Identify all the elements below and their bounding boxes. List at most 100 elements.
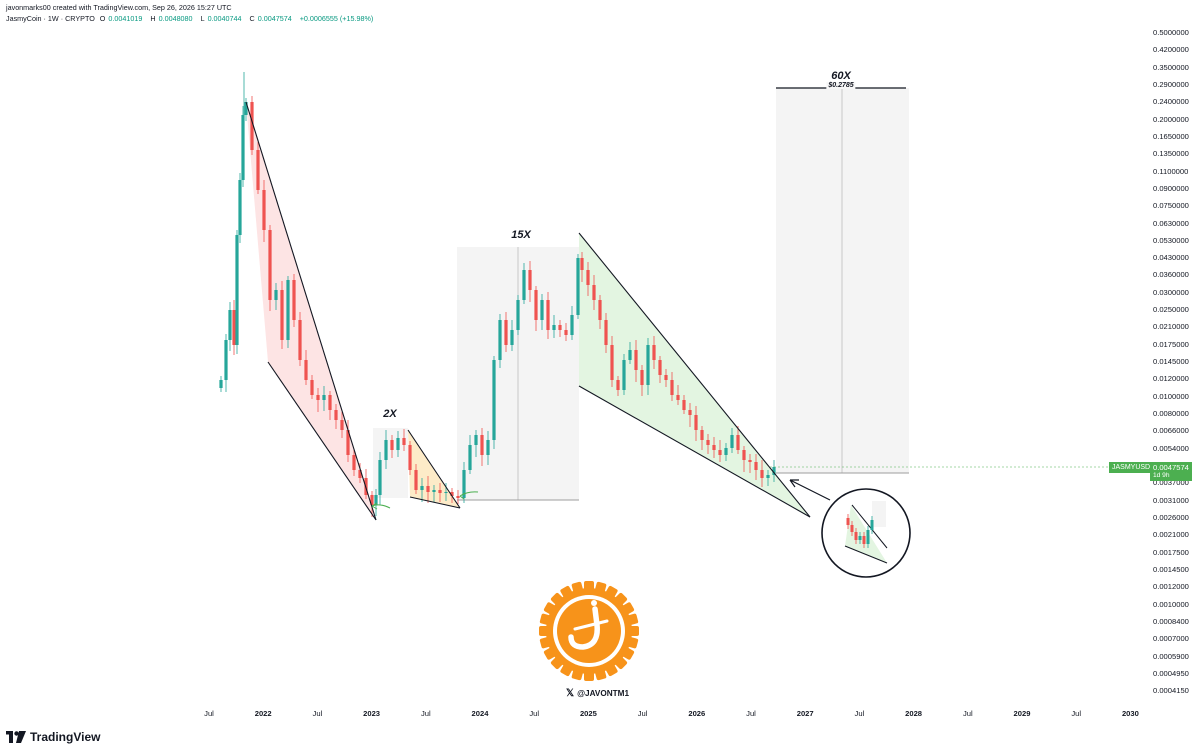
- price-tick-label: 0.1650000: [1153, 131, 1189, 141]
- candle-body: [528, 270, 532, 290]
- candle-body: [676, 395, 680, 400]
- zoom-lower-line: [844, 545, 888, 564]
- candle-body: [346, 430, 350, 455]
- time-tick-label: Jul: [312, 709, 323, 718]
- price-tick-label: 0.3500000: [1153, 62, 1189, 72]
- time-tick-label: 2023: [363, 709, 381, 718]
- candle-body: [390, 440, 394, 450]
- price-tick-label: 0.0080000: [1153, 409, 1189, 419]
- candle-body: [241, 115, 245, 180]
- candle-body: [292, 280, 296, 320]
- candle-body: [468, 445, 472, 470]
- candle-body: [658, 360, 662, 375]
- ohlc-row: JasmyCoin · 1W · CRYPTO O 0.0041019 H 0.00…: [6, 13, 376, 24]
- zoom-inset: [821, 488, 911, 578]
- zoom-wedge-zone: [845, 505, 887, 563]
- candle-body: [742, 450, 746, 460]
- candle-body: [570, 315, 574, 335]
- wedge-1-lower: [267, 361, 377, 521]
- time-tick-label: 2026: [688, 709, 706, 718]
- candle-body: [586, 270, 590, 285]
- candle-body: [235, 235, 239, 345]
- current-price-value: 0.0047574: [1153, 463, 1189, 472]
- candle-body: [564, 330, 568, 335]
- candle-body: [540, 300, 544, 320]
- candle-body: [328, 395, 332, 410]
- candle-body: [492, 360, 496, 440]
- zoom-candle-body: [870, 520, 874, 530]
- candle-body: [516, 300, 520, 330]
- candle-body: [322, 395, 326, 400]
- zoom-box: [872, 501, 886, 527]
- time-tick-label: Jul: [962, 709, 973, 718]
- logo-core: [557, 599, 621, 663]
- candle-body: [402, 438, 406, 445]
- candle-body: [256, 150, 260, 190]
- candle-body: [480, 435, 484, 455]
- green-arrow-2: [459, 491, 479, 500]
- candle-body: [748, 460, 752, 462]
- candle-body: [694, 415, 698, 430]
- candle-body: [334, 410, 338, 420]
- candle-body: [244, 102, 248, 115]
- candle-body: [268, 230, 272, 300]
- social-handle: @JAVONTM1: [577, 689, 630, 698]
- candle-body: [576, 258, 580, 315]
- time-tick-label: 2030: [1121, 709, 1139, 718]
- close-label: C: [249, 14, 255, 23]
- price-tick-label: 0.0630000: [1153, 218, 1189, 228]
- label-60x: 60X: [831, 70, 851, 82]
- price-tick-label: 0.0900000: [1153, 183, 1189, 193]
- price-tick-label: 0.0037000: [1153, 478, 1189, 488]
- price-tick-label: 0.0250000: [1153, 305, 1189, 315]
- zoom-upper-line: [851, 504, 888, 549]
- candle-body: [766, 475, 770, 478]
- candle-body: [724, 448, 728, 455]
- candle-body: [219, 380, 223, 388]
- price-tick-label: 0.5000000: [1153, 28, 1189, 37]
- symbol-title[interactable]: JasmyCoin · 1W · CRYPTO: [6, 14, 95, 23]
- trendlines: [245, 101, 811, 521]
- candle-body: [760, 470, 764, 478]
- price-tick-label: 0.0004150: [1153, 686, 1189, 696]
- candle-body: [640, 370, 644, 385]
- candle-body: [610, 345, 614, 380]
- candle-body: [616, 380, 620, 390]
- zoom-candle-body: [862, 536, 866, 544]
- wedge-2-lower: [409, 496, 461, 509]
- candle-body: [558, 325, 562, 330]
- attribution-text: javonmarks00 created with TradingView.co…: [6, 3, 232, 12]
- price-tick-label: 0.0066000: [1153, 426, 1189, 436]
- label-15x: 15X: [511, 229, 531, 241]
- candle-body: [498, 320, 502, 360]
- tradingview-logo[interactable]: TradingView: [6, 730, 100, 744]
- zoom-candle-body: [866, 530, 870, 544]
- low-label: L: [200, 14, 205, 23]
- candle-body: [718, 450, 722, 455]
- price-tick-label: 0.0008400: [1153, 616, 1189, 626]
- candlestick-series: [219, 72, 776, 517]
- price-tick-label: 0.0210000: [1153, 322, 1189, 332]
- price-tick-label: 0.0012000: [1153, 582, 1189, 592]
- price-tick-label: 0.0360000: [1153, 270, 1189, 280]
- candle-body: [772, 467, 776, 475]
- green-arrow-1: [371, 502, 391, 510]
- time-tick-label: Jul: [854, 709, 865, 718]
- open-label: O: [99, 14, 106, 23]
- candle-body: [374, 495, 378, 505]
- candle-body: [682, 400, 686, 410]
- price-tick-label: 0.0100000: [1153, 391, 1189, 401]
- candle-body: [224, 340, 228, 380]
- x-logo-icon: 𝕏: [566, 688, 575, 699]
- price-tick-label: 0.2000000: [1153, 114, 1189, 124]
- bar-countdown: 1d 9h: [1153, 472, 1170, 479]
- wedge-2-upper: [407, 429, 461, 509]
- chart-header: javonmarks00 created with TradingView.co…: [6, 2, 376, 24]
- candle-body: [712, 445, 716, 450]
- time-tick-label: Jul: [1071, 709, 1082, 718]
- candle-body: [228, 310, 232, 340]
- price-tick-label: 0.0005900: [1153, 651, 1189, 661]
- candle-body: [286, 280, 290, 340]
- candle-body: [628, 350, 632, 360]
